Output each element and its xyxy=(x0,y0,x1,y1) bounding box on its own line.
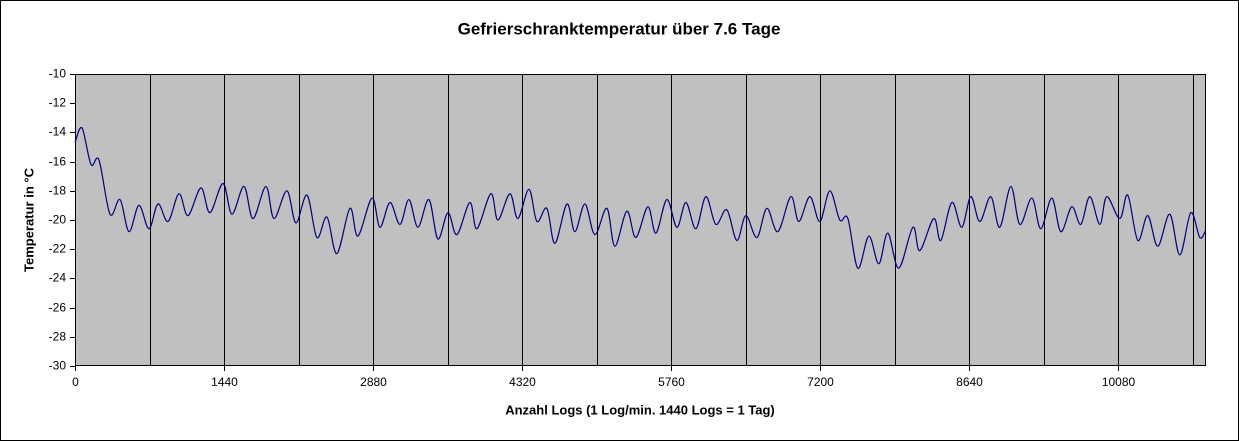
y-tick-label: -22 xyxy=(49,242,67,256)
data-line xyxy=(74,126,1207,269)
plot-border xyxy=(75,74,1206,366)
x-tick-label: 4320 xyxy=(509,375,536,389)
x-tick-label: 0 xyxy=(72,375,79,389)
plot-area xyxy=(75,74,1206,366)
x-tick-label: 7200 xyxy=(807,375,834,389)
x-tick-label: 8640 xyxy=(956,375,983,389)
y-tick-label: -28 xyxy=(49,330,67,344)
y-axis-label: Temperatur in °C xyxy=(21,167,36,272)
x-tick-label: 10080 xyxy=(1102,375,1136,389)
y-tick-label: -24 xyxy=(49,271,67,285)
y-tick-label: -14 xyxy=(49,125,67,139)
x-axis-label: Anzahl Logs (1 Log/min. 1440 Logs = 1 Ta… xyxy=(505,402,775,417)
x-tick-label: 1440 xyxy=(211,375,238,389)
y-tick-label: -16 xyxy=(49,155,67,169)
y-tick-label: -12 xyxy=(49,96,67,110)
x-tick-label: 2880 xyxy=(360,375,387,389)
y-tick-label: -20 xyxy=(49,213,67,227)
chart-title: Gefrierschranktemperatur über 7.6 Tage xyxy=(458,19,781,38)
x-tick-label: 5760 xyxy=(658,375,685,389)
y-tick-label: -18 xyxy=(49,184,67,198)
y-tick-label: -26 xyxy=(49,301,67,315)
y-tick-label: -10 xyxy=(49,67,67,81)
y-tick-label: -30 xyxy=(49,359,67,373)
